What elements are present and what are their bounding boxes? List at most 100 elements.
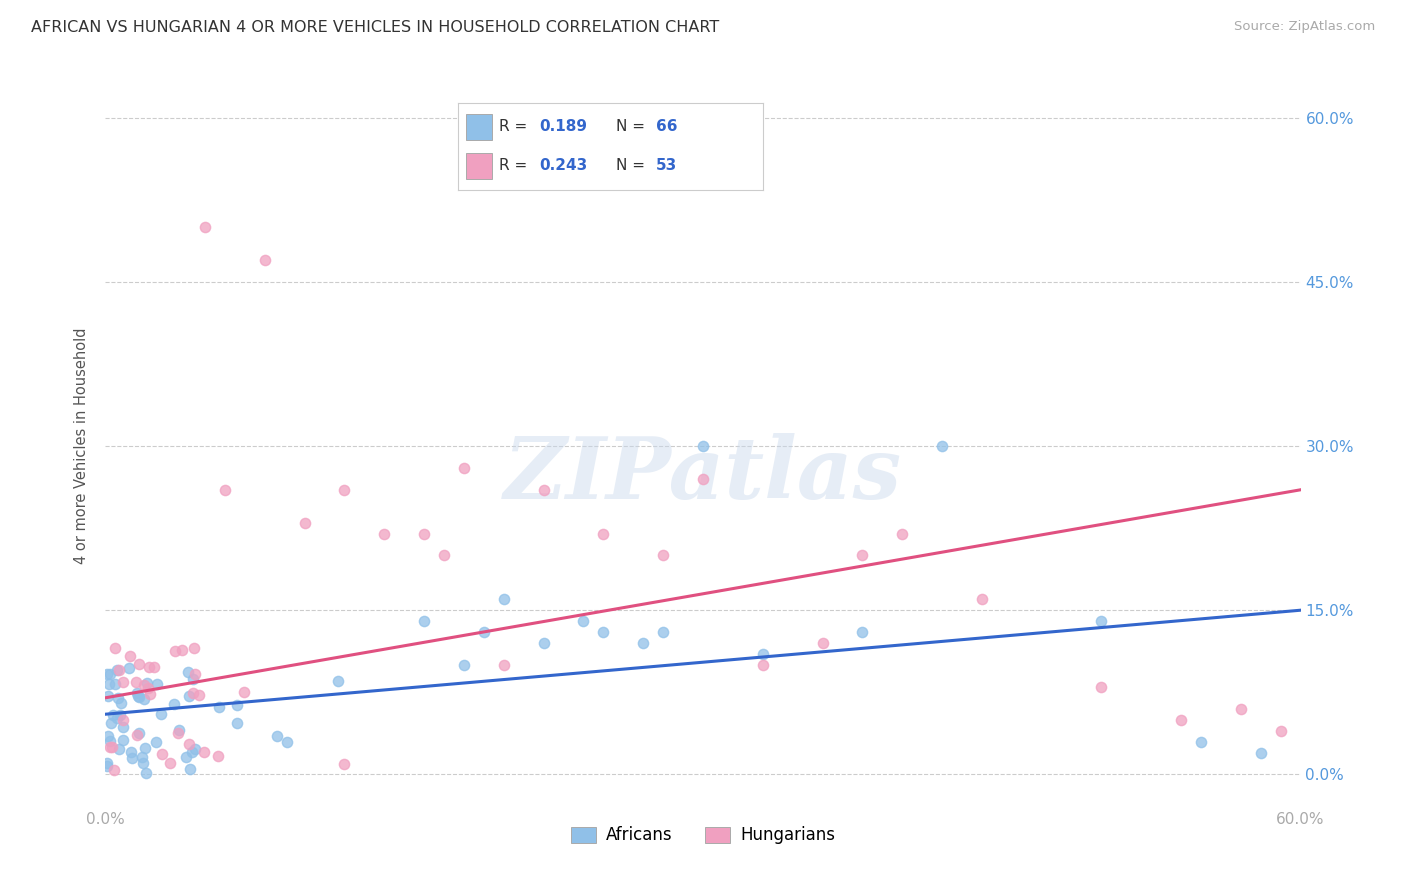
- Point: [104, 640, 127, 655]
- Point: [208, 700, 231, 714]
- Point: [98, 677, 121, 691]
- Point: [751, 647, 773, 661]
- Point: [811, 636, 834, 650]
- Point: [572, 614, 595, 628]
- Point: [127, 728, 149, 742]
- Point: [135, 765, 157, 780]
- Point: [165, 644, 187, 658]
- Point: [105, 711, 128, 725]
- Point: [98, 734, 121, 748]
- Point: [492, 592, 515, 607]
- Point: [692, 472, 714, 486]
- Point: [167, 723, 190, 737]
- Point: [128, 690, 150, 705]
- Point: [181, 672, 204, 686]
- Point: [96, 758, 118, 772]
- Point: [107, 741, 129, 756]
- Point: [891, 526, 914, 541]
- Point: [181, 686, 204, 700]
- Point: [1250, 746, 1272, 760]
- Point: [112, 720, 135, 734]
- Point: [118, 660, 141, 674]
- Point: [373, 526, 395, 541]
- Y-axis label: 4 or more Vehicles in Household: 4 or more Vehicles in Household: [75, 327, 90, 565]
- Point: [652, 625, 675, 640]
- Point: [184, 667, 207, 681]
- Point: [214, 483, 236, 497]
- Point: [97, 689, 120, 703]
- Point: [181, 745, 204, 759]
- Point: [111, 713, 134, 727]
- Point: [226, 698, 249, 712]
- Point: [1229, 702, 1253, 716]
- Point: [127, 689, 149, 703]
- Point: [453, 657, 475, 672]
- Point: [112, 675, 135, 690]
- Point: [176, 665, 198, 679]
- Point: [118, 649, 141, 664]
- Point: [751, 657, 773, 672]
- Point: [152, 747, 174, 762]
- Point: [101, 739, 124, 754]
- Point: [851, 549, 873, 563]
- Point: [96, 667, 118, 681]
- Point: [333, 757, 356, 772]
- Point: [150, 707, 173, 722]
- Point: [433, 549, 456, 563]
- Point: [266, 729, 288, 743]
- Point: [107, 691, 129, 706]
- Point: [136, 675, 159, 690]
- Point: [103, 763, 125, 777]
- Point: [103, 677, 125, 691]
- Point: [294, 516, 316, 530]
- Point: [194, 220, 217, 235]
- Point: [138, 660, 160, 674]
- Point: [253, 252, 276, 267]
- Point: [100, 666, 122, 681]
- Point: [121, 750, 143, 764]
- Point: [105, 663, 128, 677]
- Point: [183, 640, 205, 655]
- Point: [125, 674, 148, 689]
- Point: [453, 461, 475, 475]
- Point: [226, 716, 249, 731]
- Point: [159, 756, 181, 770]
- Point: [333, 483, 356, 497]
- Point: [652, 549, 675, 563]
- Point: [167, 725, 190, 739]
- Point: [472, 625, 495, 640]
- Point: [108, 663, 131, 677]
- Point: [125, 686, 148, 700]
- Point: [326, 674, 349, 689]
- Point: [533, 636, 555, 650]
- Point: [1090, 680, 1112, 694]
- Point: [172, 643, 194, 657]
- Point: [108, 707, 131, 722]
- Point: [110, 697, 132, 711]
- Point: [103, 707, 125, 722]
- Point: [1090, 614, 1112, 628]
- Point: [1189, 734, 1212, 748]
- Point: [97, 729, 120, 743]
- Point: [142, 659, 165, 673]
- Point: [134, 691, 156, 706]
- Point: [413, 614, 436, 628]
- Point: [177, 737, 200, 751]
- Point: [187, 689, 209, 703]
- Point: [692, 439, 714, 453]
- Point: [633, 636, 655, 650]
- Point: [131, 756, 153, 770]
- Point: [100, 715, 122, 730]
- Point: [145, 735, 167, 749]
- Point: [970, 592, 993, 607]
- Point: [533, 483, 555, 497]
- Point: [179, 762, 201, 776]
- Point: [931, 439, 953, 453]
- Point: [98, 740, 121, 755]
- Point: [233, 684, 256, 698]
- Legend: Africans, Hungarians: Africans, Hungarians: [564, 820, 842, 851]
- Point: [413, 526, 436, 541]
- Point: [146, 677, 169, 691]
- Point: [134, 740, 156, 755]
- Point: [592, 526, 614, 541]
